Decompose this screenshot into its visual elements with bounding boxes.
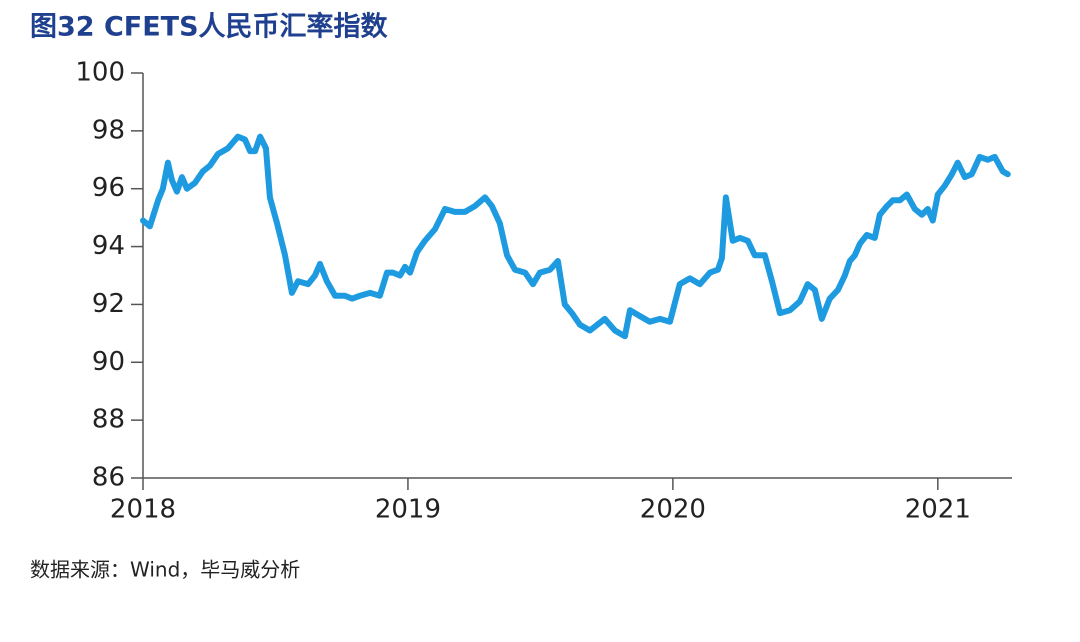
x-tick-label: 2019 (375, 495, 441, 525)
chart-title: 图32 CFETS人民币汇率指数 (30, 11, 389, 43)
data-line (140, 133, 1011, 340)
y-tick-label: 88 (92, 405, 125, 435)
y-tick-label: 86 (92, 463, 125, 493)
y-tick-label: 98 (92, 115, 125, 145)
x-tick-label: 2018 (110, 495, 176, 525)
source-note: 数据来源：Wind，毕马威分析 (30, 558, 300, 582)
y-tick-label: 92 (92, 289, 125, 319)
x-tick-label: 2020 (640, 495, 706, 525)
y-tick-label: 96 (92, 173, 125, 203)
y-tick-label: 100 (75, 58, 125, 88)
x-tick-label: 2021 (905, 495, 971, 525)
y-tick-label: 90 (92, 347, 125, 377)
y-tick-label: 94 (92, 231, 125, 261)
